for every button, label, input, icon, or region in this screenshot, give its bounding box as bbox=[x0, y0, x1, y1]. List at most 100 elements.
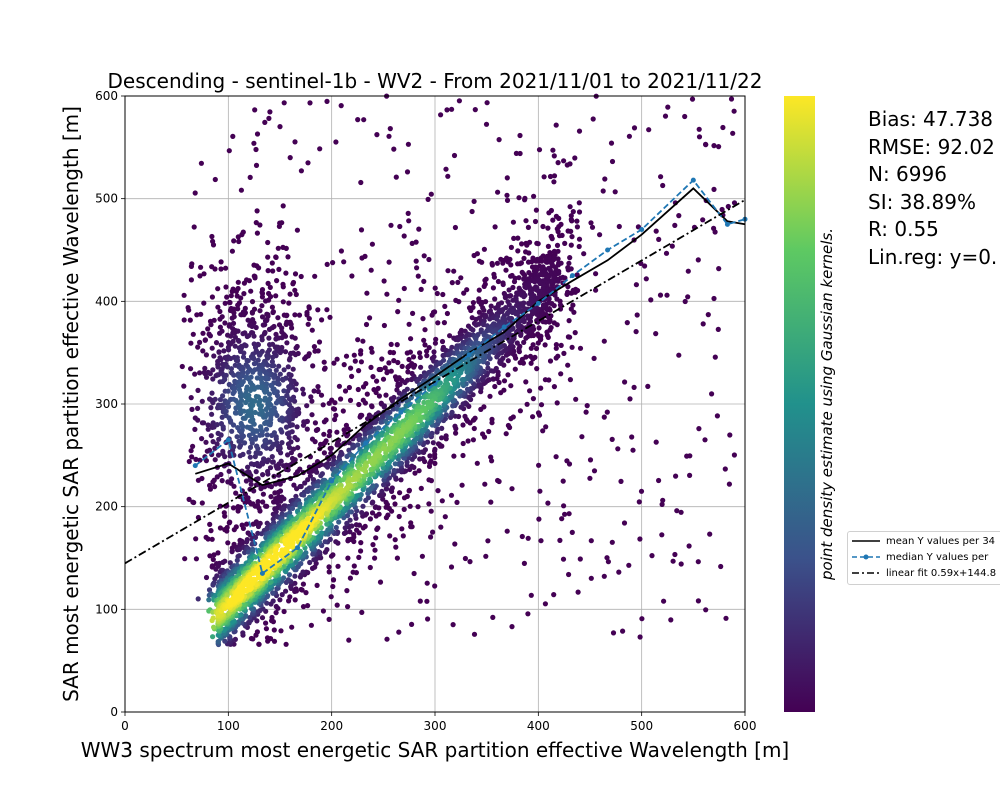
scatter-point bbox=[321, 359, 327, 365]
scatter-point bbox=[421, 337, 427, 343]
scatter-point bbox=[556, 215, 562, 221]
scatter-point bbox=[383, 499, 389, 505]
scatter-point bbox=[577, 345, 584, 351]
scatter-point bbox=[483, 299, 489, 305]
scatter-point bbox=[391, 467, 397, 474]
scatter-point bbox=[245, 358, 251, 364]
scatter-point bbox=[345, 555, 351, 561]
scatter-point bbox=[330, 260, 336, 266]
scatter-point bbox=[530, 414, 536, 420]
scatter-point bbox=[219, 478, 225, 484]
scatter-point bbox=[247, 424, 254, 430]
scatter-point bbox=[285, 452, 291, 458]
scatter-point bbox=[188, 340, 194, 346]
scatter-point bbox=[215, 304, 221, 310]
scatter-point bbox=[372, 419, 379, 425]
scatter-point bbox=[670, 558, 676, 564]
scatter-point bbox=[280, 284, 286, 290]
scatter-point bbox=[355, 117, 361, 123]
scatter-point bbox=[567, 377, 574, 383]
scatter-point bbox=[360, 338, 366, 344]
scatter-point bbox=[263, 406, 269, 412]
scatter-point bbox=[192, 426, 198, 432]
scatter-point bbox=[324, 547, 330, 553]
scatter-point bbox=[218, 608, 224, 614]
scatter-point bbox=[210, 582, 216, 588]
scatter-point bbox=[568, 213, 574, 219]
scatter-point bbox=[280, 299, 286, 305]
scatter-point bbox=[483, 553, 489, 559]
scatter-point bbox=[308, 622, 314, 628]
scatter-point bbox=[262, 397, 268, 403]
scatter-point bbox=[206, 592, 212, 598]
scatter-point bbox=[293, 407, 299, 413]
scatter-point bbox=[487, 393, 493, 399]
scatter-point bbox=[369, 349, 375, 355]
scatter-point bbox=[484, 360, 491, 367]
scatter-point bbox=[459, 377, 465, 383]
scatter-point bbox=[394, 555, 400, 561]
scatter-point bbox=[353, 522, 359, 528]
scatter-point bbox=[492, 296, 498, 302]
scatter-point bbox=[707, 531, 713, 537]
scatter-point bbox=[726, 481, 733, 487]
scatter-point bbox=[433, 336, 439, 342]
scatter-point bbox=[283, 321, 289, 327]
scatter-point bbox=[572, 330, 578, 336]
scatter-point bbox=[508, 383, 514, 389]
scatter-point bbox=[452, 541, 458, 547]
scatter-point bbox=[326, 569, 332, 575]
scatter-point bbox=[536, 462, 542, 468]
scatter-point bbox=[325, 527, 331, 533]
scatter-point bbox=[575, 589, 581, 595]
scatter-point bbox=[236, 238, 242, 245]
scatter-point bbox=[646, 127, 652, 133]
scatter-point bbox=[298, 483, 304, 490]
scatter-point bbox=[265, 401, 271, 407]
scatter-point bbox=[672, 222, 678, 228]
scatter-point bbox=[555, 160, 561, 166]
scatter-point bbox=[207, 447, 213, 453]
scatter-point bbox=[356, 401, 362, 408]
scatter-point bbox=[406, 321, 412, 327]
scatter-point bbox=[517, 408, 524, 414]
scatter-point bbox=[181, 383, 187, 389]
scatter-point bbox=[195, 344, 201, 350]
scatter-point bbox=[265, 254, 271, 260]
scatter-point bbox=[456, 98, 462, 104]
scatter-point bbox=[489, 416, 495, 422]
scatter-point bbox=[254, 443, 260, 449]
scatter-point bbox=[201, 271, 207, 277]
scatter-point bbox=[488, 454, 494, 460]
scatter-point bbox=[476, 287, 482, 293]
scatter-point bbox=[408, 376, 415, 383]
scatter-point bbox=[682, 298, 688, 305]
scatter-point bbox=[228, 293, 234, 299]
scatter-point bbox=[406, 356, 412, 363]
scatter-point bbox=[587, 457, 594, 463]
scatter-point bbox=[211, 317, 217, 323]
scatter-point bbox=[443, 433, 449, 439]
scatter-point bbox=[252, 107, 258, 113]
scatter-point bbox=[630, 447, 636, 453]
scatter-point bbox=[616, 569, 622, 575]
scatter-point bbox=[253, 146, 259, 153]
scatter-point bbox=[265, 239, 271, 246]
scatter-point bbox=[557, 302, 564, 308]
scatter-point bbox=[730, 130, 736, 136]
scatter-point bbox=[286, 300, 292, 306]
scatter-point bbox=[230, 505, 237, 511]
scatter-point bbox=[545, 500, 551, 506]
scatter-point bbox=[231, 238, 237, 244]
scatter-point bbox=[279, 551, 285, 558]
scatter-point bbox=[567, 161, 573, 167]
scatter-point bbox=[210, 634, 216, 640]
scatter-point bbox=[624, 320, 630, 326]
scatter-point bbox=[341, 362, 347, 368]
scatter-point bbox=[276, 363, 282, 369]
scatter-point bbox=[513, 150, 520, 156]
scatter-point bbox=[621, 520, 628, 526]
scatter-point bbox=[193, 456, 199, 462]
scatter-point bbox=[470, 327, 476, 333]
scatter-point bbox=[313, 560, 319, 567]
